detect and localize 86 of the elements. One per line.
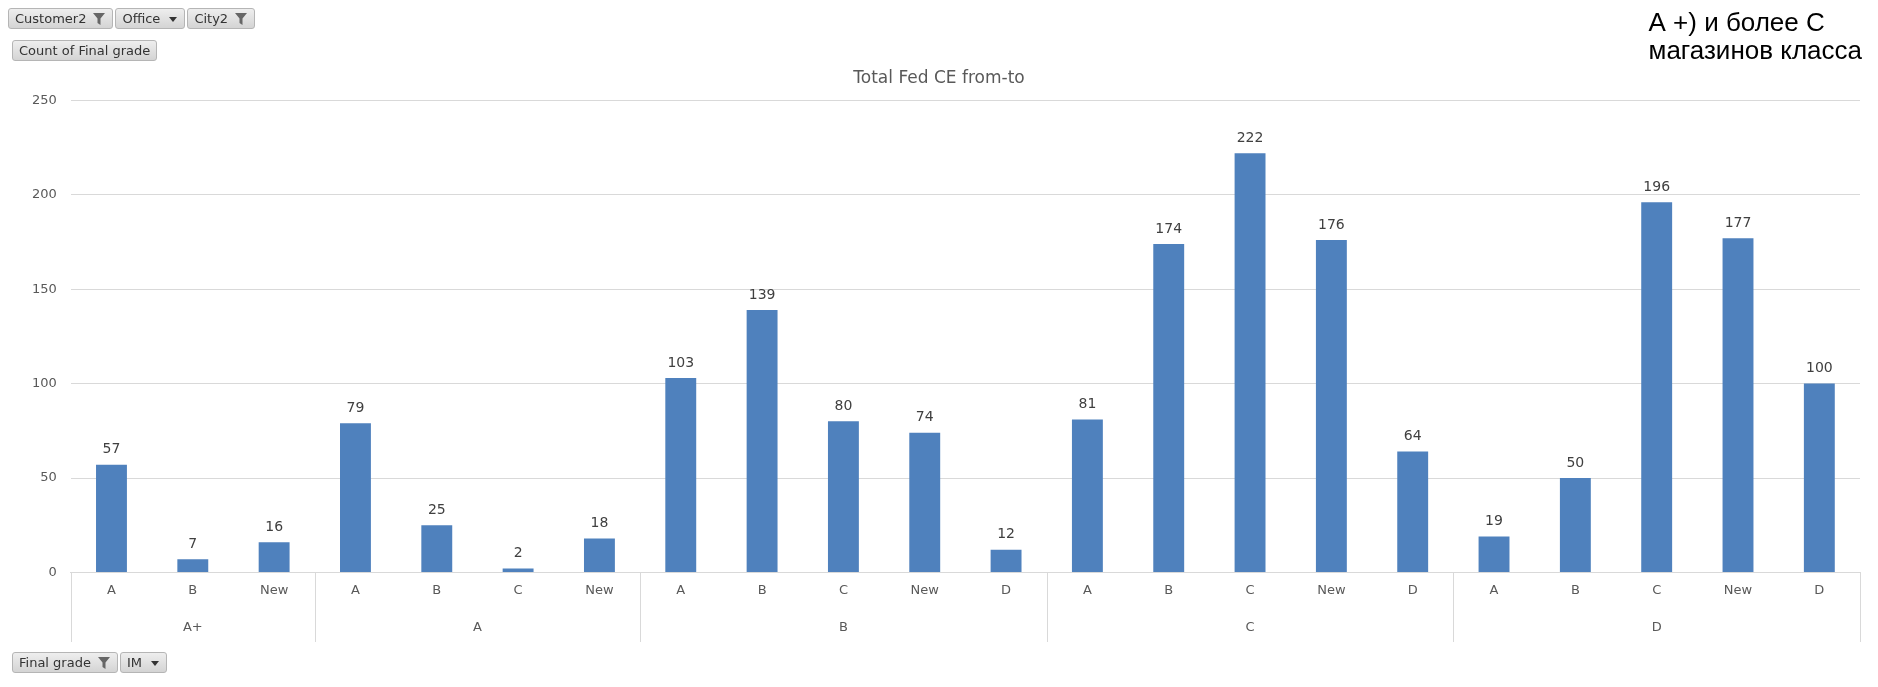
data-label: 19	[1485, 512, 1503, 529]
x-tick-label: D	[1001, 581, 1012, 597]
x-tick-label: C	[513, 581, 523, 597]
y-tick-label: 0	[48, 563, 57, 579]
y-tick-label: 250	[31, 91, 57, 107]
data-label: 50	[1566, 453, 1585, 470]
bar	[1315, 240, 1347, 572]
bar	[177, 559, 209, 572]
bar	[1071, 419, 1103, 572]
data-label: 12	[997, 525, 1015, 542]
bar	[1397, 451, 1429, 572]
x-tick-label: New	[1723, 581, 1753, 597]
bar	[1803, 383, 1835, 572]
bar	[583, 538, 615, 572]
x-tick-label: D	[1814, 581, 1825, 597]
text: Office	[122, 11, 161, 26]
bar	[421, 525, 453, 572]
bar	[1153, 243, 1185, 572]
data-label: 25	[427, 500, 446, 517]
data-label: 2	[513, 544, 523, 561]
data-label: 57	[102, 440, 121, 457]
data-label: 7	[188, 534, 198, 551]
bar	[1234, 153, 1266, 572]
data-label: 74	[915, 408, 934, 425]
text: Final grade	[19, 655, 91, 670]
bar	[665, 377, 697, 572]
data-label: 196	[1643, 177, 1671, 194]
data-label: 139	[748, 285, 776, 302]
chart-title: Total Fed CE from-to	[852, 66, 1025, 87]
data-label: 177	[1724, 213, 1752, 230]
x-tick-label: B	[432, 581, 442, 597]
text: Count of Final grade	[19, 43, 151, 58]
data-label: 100	[1805, 359, 1833, 376]
x-tick-label: New	[1317, 581, 1346, 597]
bar	[340, 423, 371, 572]
data-label: 103	[667, 353, 695, 370]
bar	[1559, 478, 1591, 572]
text: B	[838, 619, 848, 635]
x-tick-label: B	[188, 581, 198, 597]
x-tick-label: C	[1245, 581, 1255, 597]
x-tick-label: A	[676, 581, 686, 597]
bar	[258, 542, 290, 572]
x-tick-label: C	[1652, 581, 1662, 597]
y-tick-label: 50	[40, 469, 57, 485]
bar	[1641, 202, 1673, 572]
bar	[909, 432, 941, 572]
text: магазинов класса	[1648, 35, 1862, 65]
x-tick-label: B	[1570, 581, 1580, 597]
data-label: 80	[834, 397, 853, 413]
text: A+	[182, 619, 203, 635]
x-tick-label: A	[1082, 581, 1092, 597]
data-label: 64	[1403, 427, 1422, 444]
bar	[746, 309, 778, 572]
data-label: 222	[1236, 128, 1264, 145]
x-tick-label: New	[259, 581, 289, 597]
text: A	[472, 619, 482, 635]
data-label: 176	[1318, 215, 1345, 232]
x-tick-label: D	[1407, 581, 1418, 597]
text: C	[1245, 619, 1255, 635]
data-label: 174	[1155, 219, 1183, 236]
data-label: 16	[265, 517, 284, 534]
data-label: 81	[1078, 395, 1097, 412]
text: Customer2	[15, 11, 87, 26]
text: IM	[126, 655, 142, 670]
bar	[990, 549, 1022, 572]
x-tick-label: C	[838, 581, 848, 597]
y-tick-label: 100	[31, 374, 57, 390]
x-tick-label: New	[585, 581, 614, 597]
data-label: 18	[590, 514, 609, 531]
x-tick-label: B	[1164, 581, 1174, 597]
text: D	[1651, 619, 1662, 635]
x-tick-label: A	[351, 581, 360, 597]
x-tick-label: New	[910, 581, 940, 597]
data-label: 79	[346, 398, 365, 415]
bar	[827, 421, 859, 572]
bar	[502, 568, 534, 572]
text: City2	[194, 11, 229, 26]
x-tick-label: A	[107, 581, 117, 597]
x-tick-label: A	[1489, 581, 1499, 597]
y-tick-label: 200	[31, 186, 57, 202]
bar	[1722, 238, 1754, 572]
text: А +) и более С	[1648, 7, 1826, 37]
bar	[1478, 536, 1510, 572]
x-tick-label: B	[757, 581, 767, 597]
y-tick-label: 150	[31, 280, 57, 296]
bar	[96, 464, 127, 572]
